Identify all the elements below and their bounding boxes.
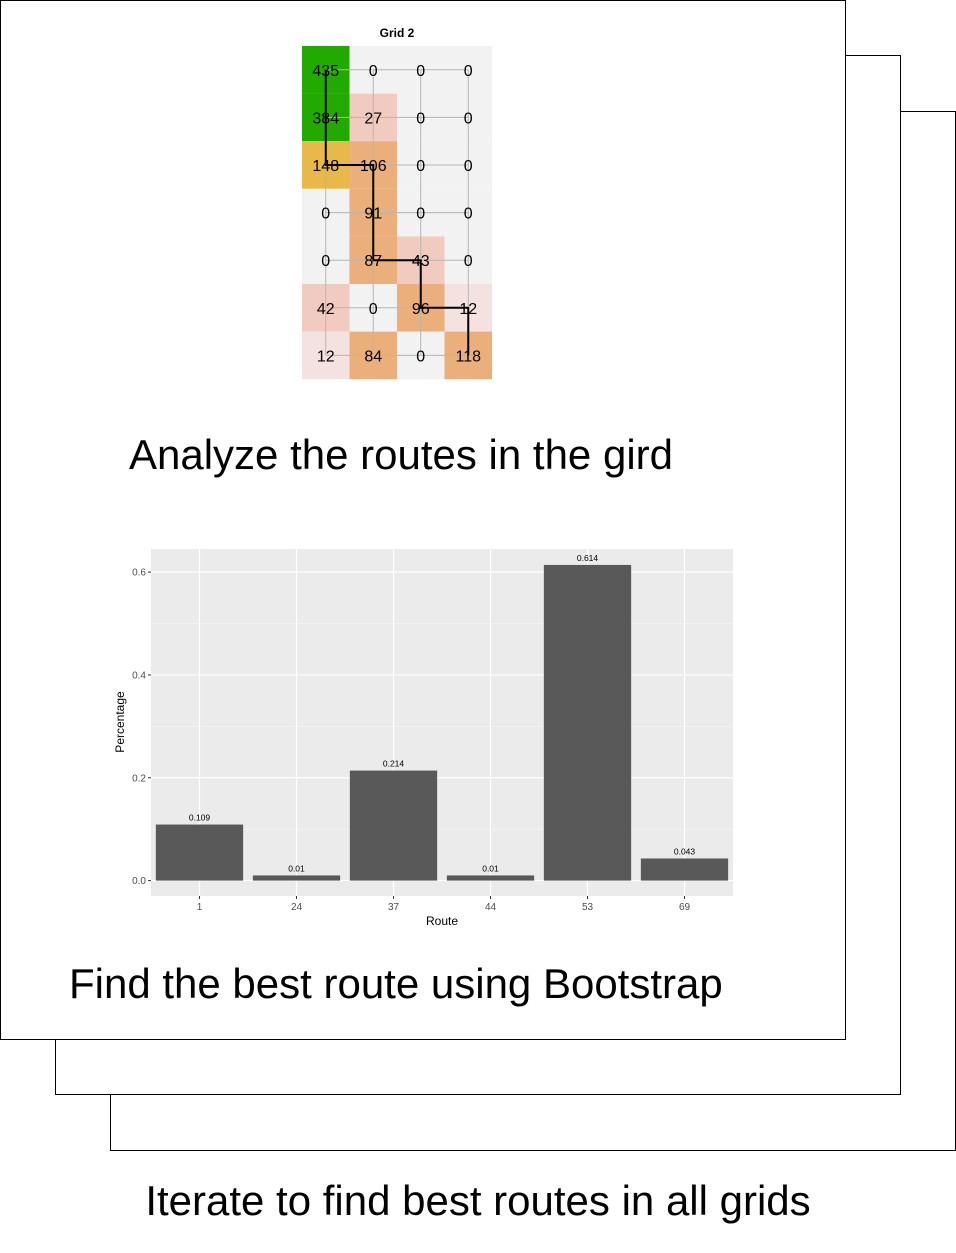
grid-cell-value: 0	[464, 63, 473, 80]
grid-cell-value: 0	[464, 253, 473, 270]
grid-cell-value: 0	[464, 110, 473, 127]
chart-bar	[155, 824, 244, 881]
grid-cell-value: 96	[412, 301, 430, 318]
front-page: Grid 2 435 0 0 0 384 27 0 0 148 106 0 0 0 91 0 0 0 87 43 0 4…	[0, 0, 846, 1040]
grid-cell-value: 84	[364, 348, 382, 365]
grid-cell-value: 87	[364, 253, 382, 270]
grid-cell-value: 148	[312, 158, 339, 175]
chart-x-tick-label: 69	[679, 902, 691, 913]
chart-y-tick-label: 0.0	[132, 876, 146, 887]
chart-bar	[252, 875, 341, 881]
chart-y-tick-label: 0.4	[132, 670, 146, 681]
chart-bar-label: 0.109	[189, 813, 211, 823]
grid-title: Grid 2	[380, 26, 415, 40]
grid-cell-value: 12	[459, 301, 477, 318]
grid-cell-value: 0	[464, 206, 473, 223]
grid-cell-value: 384	[312, 110, 339, 127]
chart-x-axis: 1 24 37 44 53 69	[197, 896, 691, 913]
grid-best-route	[324, 69, 470, 356]
grid-cell-value: 0	[369, 63, 378, 80]
chart-bar	[543, 564, 632, 881]
chart-bars	[155, 564, 729, 881]
chart-y-tick-label: 0.2	[132, 773, 146, 784]
grid-cell-value: 0	[321, 253, 330, 270]
grid-cell-value: 0	[416, 110, 425, 127]
chart-x-tick-label: 37	[388, 902, 400, 913]
chart-bar-label: 0.01	[288, 863, 305, 873]
grid-cell-value: 12	[317, 348, 335, 365]
grid-cell-value: 0	[416, 206, 425, 223]
grid-cell-value: 118	[455, 348, 481, 365]
chart-bar-label: 0.01	[482, 863, 499, 873]
chart-y-axis: 0.0 0.2 0.4 0.6	[132, 568, 151, 887]
grid-cell-value: 0	[321, 206, 330, 223]
chart-x-tick-label: 44	[485, 902, 497, 913]
chart-bar-label: 0.614	[577, 553, 599, 563]
best-route-line	[324, 69, 470, 356]
chart-x-tick-label: 53	[582, 902, 594, 913]
chart-bar	[640, 858, 729, 881]
chart-bar-labels: 0.109 0.01 0.214 0.01 0.614 0.043	[189, 553, 696, 874]
caption-bootstrap: Find the best route using Bootstrap	[69, 960, 723, 1007]
grid-cell-value: 43	[412, 253, 430, 270]
grid-cell-value: 91	[364, 206, 382, 223]
grid-cell-value: 0	[369, 301, 378, 318]
caption-iterate: Iterate to find best routes in all grids	[145, 1177, 811, 1224]
chart-bar	[349, 770, 438, 881]
caption-analyze: Analyze the routes in the gird	[129, 431, 673, 478]
chart-x-axis-title: Route	[426, 914, 458, 928]
chart-bar	[446, 875, 535, 881]
grid-cell-value: 0	[464, 158, 473, 175]
grid-cell-value: 27	[364, 110, 382, 127]
chart-panel	[151, 549, 733, 896]
chart-y-axis-title: Percentage	[113, 691, 127, 753]
grid-cell-value: 0	[416, 63, 425, 80]
chart-y-tick-label: 0.6	[132, 568, 146, 579]
chart-x-tick-label: 1	[197, 902, 203, 913]
chart-bar-label: 0.214	[383, 759, 405, 769]
grid-values: 435 0 0 0 384 27 0 0 148 106 0 0 0 91 0 0 0 87 43 0 42 0 96 12 1…	[312, 63, 481, 366]
grid-cell-value: 42	[317, 301, 335, 318]
grid-cell-value: 0	[416, 158, 425, 175]
grid-cell-value: 106	[360, 158, 387, 175]
grid-cell-value: 0	[416, 348, 425, 365]
grid-cell-value: 435	[312, 63, 339, 80]
chart-x-tick-label: 24	[291, 902, 303, 913]
chart-bar-label: 0.043	[674, 846, 696, 856]
